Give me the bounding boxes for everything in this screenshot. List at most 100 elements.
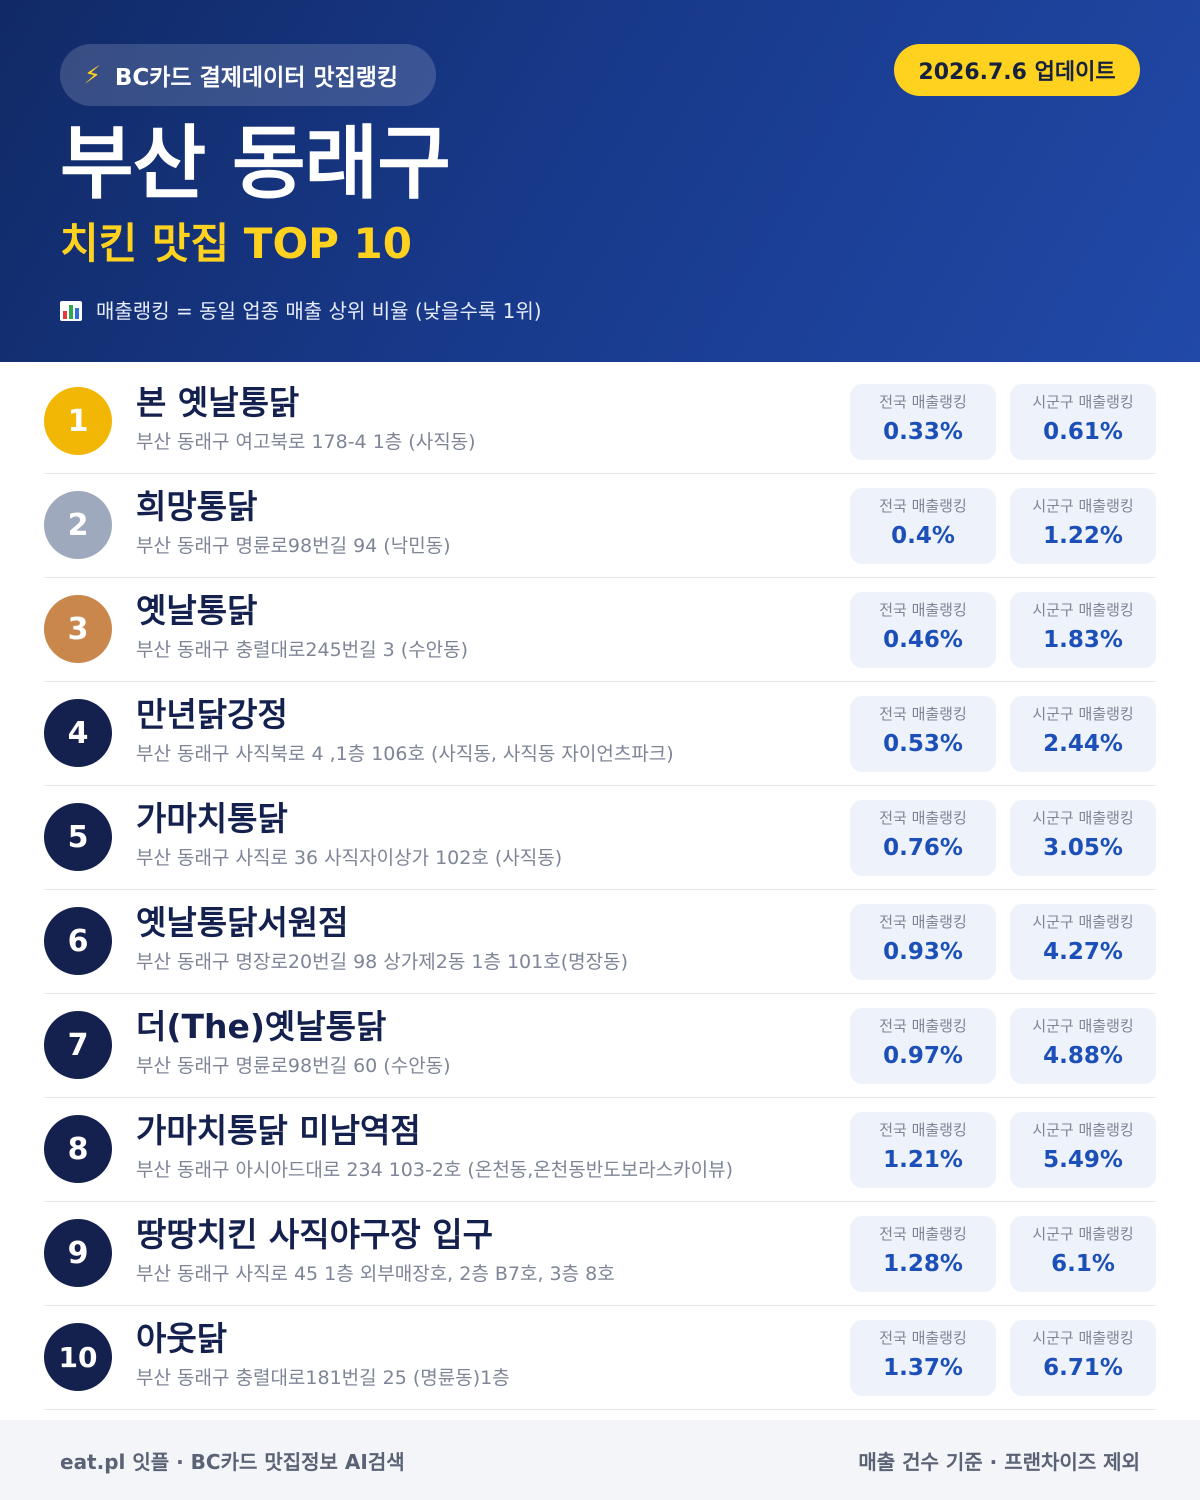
- restaurant-address: 부산 동래구 명륜로98번길 60 (수안동): [136, 1055, 451, 1077]
- restaurant-row[interactable]: 6 옛날통닭서원점 부산 동래구 명장로20번길 98 상가제2동 1층 101호(…: [44, 890, 1156, 994]
- national-ranking-value: 0.4%: [891, 523, 955, 549]
- rank-badge: 2: [44, 491, 112, 559]
- district-ranking-label: 시군구 매출랭킹: [1032, 1329, 1134, 1347]
- restaurant-address: 부산 동래구 충렬대로181번길 25 (명륜동)1층: [136, 1367, 510, 1389]
- restaurant-name[interactable]: 가마치통닭 미남역점: [136, 1111, 421, 1150]
- footer-source: eat.pl 잇플 · BC카드 맛집정보 AI검색: [60, 1449, 405, 1474]
- national-ranking-value: 0.46%: [883, 627, 963, 653]
- district-ranking-label: 시군구 매출랭킹: [1032, 1121, 1134, 1139]
- national-ranking-label: 전국 매출랭킹: [879, 1329, 967, 1347]
- rank-badge: 7: [44, 1011, 112, 1079]
- rank-badge: 1: [44, 387, 112, 455]
- restaurant-name[interactable]: 본 옛날통닭: [136, 383, 300, 422]
- district-ranking-value: 3.05%: [1043, 835, 1123, 861]
- district-ranking-label: 시군구 매출랭킹: [1032, 497, 1134, 515]
- rank-badge: 5: [44, 803, 112, 871]
- restaurant-address: 부산 동래구 충렬대로245번길 3 (수안동): [136, 639, 469, 661]
- national-ranking-card: 전국 매출랭킹 0.97%: [850, 1008, 996, 1084]
- region-title: 부산 동래구: [60, 117, 451, 210]
- national-ranking-value: 1.28%: [883, 1251, 963, 1277]
- restaurant-name[interactable]: 더(The)옛날통닭: [136, 1007, 387, 1046]
- national-ranking-label: 전국 매출랭킹: [879, 393, 967, 411]
- national-ranking-card: 전국 매출랭킹 1.21%: [850, 1112, 996, 1188]
- restaurant-address: 부산 동래구 명륜로98번길 94 (낙민동): [136, 535, 451, 557]
- national-ranking-label: 전국 매출랭킹: [879, 705, 967, 723]
- national-ranking-label: 전국 매출랭킹: [879, 601, 967, 619]
- restaurant-name[interactable]: 가마치통닭: [136, 799, 288, 838]
- restaurant-name[interactable]: 옛날통닭: [136, 591, 258, 630]
- district-ranking-card: 시군구 매출랭킹 6.71%: [1010, 1320, 1156, 1396]
- national-ranking-label: 전국 매출랭킹: [879, 913, 967, 931]
- district-ranking-label: 시군구 매출랭킹: [1032, 1017, 1134, 1035]
- rank-badge: 8: [44, 1115, 112, 1183]
- district-ranking-label: 시군구 매출랭킹: [1032, 1225, 1134, 1243]
- national-ranking-card: 전국 매출랭킹 0.53%: [850, 696, 996, 772]
- national-ranking-card: 전국 매출랭킹 0.33%: [850, 384, 996, 460]
- district-ranking-label: 시군구 매출랭킹: [1032, 601, 1134, 619]
- district-ranking-card: 시군구 매출랭킹 4.27%: [1010, 904, 1156, 980]
- national-ranking-card: 전국 매출랭킹 1.28%: [850, 1216, 996, 1292]
- national-ranking-label: 전국 매출랭킹: [879, 1121, 967, 1139]
- national-ranking-value: 0.53%: [883, 731, 963, 757]
- district-ranking-label: 시군구 매출랭킹: [1032, 393, 1134, 411]
- restaurant-name[interactable]: 희망통닭: [136, 487, 258, 526]
- restaurant-name[interactable]: 만년닭강정: [136, 695, 288, 734]
- district-ranking-card: 시군구 매출랭킹 2.44%: [1010, 696, 1156, 772]
- district-ranking-value: 1.22%: [1043, 523, 1123, 549]
- national-ranking-label: 전국 매출랭킹: [879, 1017, 967, 1035]
- national-ranking-card: 전국 매출랭킹 0.46%: [850, 592, 996, 668]
- national-ranking-value: 0.33%: [883, 419, 963, 445]
- rank-badge: 9: [44, 1219, 112, 1287]
- national-ranking-card: 전국 매출랭킹 0.4%: [850, 488, 996, 564]
- national-ranking-card: 전국 매출랭킹 0.76%: [850, 800, 996, 876]
- national-ranking-value: 1.21%: [883, 1147, 963, 1173]
- update-date-badge: 2026.7.6 업데이트: [894, 44, 1140, 96]
- header-banner: ⚡ BC카드 결제데이터 맛집랭킹 2026.7.6 업데이트 부산 동래구 치…: [0, 0, 1200, 362]
- national-ranking-card: 전국 매출랭킹 1.37%: [850, 1320, 996, 1396]
- source-badge-text: BC카드 결제데이터 맛집랭킹: [114, 65, 399, 91]
- restaurant-name[interactable]: 아웃닭: [136, 1319, 228, 1358]
- restaurant-address: 부산 동래구 사직로 45 1층 외부매장호, 2층 B7호, 3층 8호: [136, 1263, 615, 1285]
- district-ranking-value: 4.88%: [1043, 1043, 1123, 1069]
- national-ranking-label: 전국 매출랭킹: [879, 497, 967, 515]
- footer: eat.pl 잇플 · BC카드 맛집정보 AI검색 매출 건수 기준 · 프랜…: [0, 1420, 1200, 1500]
- restaurant-address: 부산 동래구 사직로 36 사직자이상가 102호 (사직동): [136, 847, 563, 869]
- district-ranking-value: 6.71%: [1043, 1355, 1123, 1381]
- restaurant-address: 부산 동래구 사직북로 4 ,1층 106호 (사직동, 사직동 자이언츠파크): [136, 743, 674, 765]
- restaurant-name[interactable]: 땅땅치킨 사직야구장 입구: [136, 1215, 493, 1254]
- national-ranking-value: 0.76%: [883, 835, 963, 861]
- national-ranking-value: 1.37%: [883, 1355, 963, 1381]
- restaurant-name[interactable]: 옛날통닭서원점: [136, 903, 349, 942]
- bar-chart-icon: [60, 301, 82, 321]
- district-ranking-value: 1.83%: [1043, 627, 1123, 653]
- district-ranking-value: 4.27%: [1043, 939, 1123, 965]
- national-ranking-card: 전국 매출랭킹 0.93%: [850, 904, 996, 980]
- national-ranking-label: 전국 매출랭킹: [879, 809, 967, 827]
- rank-badge: 3: [44, 595, 112, 663]
- district-ranking-value: 5.49%: [1043, 1147, 1123, 1173]
- footer-criteria: 매출 건수 기준 · 프랜차이즈 제외: [858, 1449, 1140, 1474]
- national-ranking-value: 0.93%: [883, 939, 963, 965]
- restaurant-address: 부산 동래구 여고북로 178-4 1층 (사직동): [136, 431, 476, 453]
- district-ranking-card: 시군구 매출랭킹 5.49%: [1010, 1112, 1156, 1188]
- district-ranking-value: 6.1%: [1051, 1251, 1115, 1277]
- district-ranking-card: 시군구 매출랭킹 1.83%: [1010, 592, 1156, 668]
- restaurant-address: 부산 동래구 명장로20번길 98 상가제2동 1층 101호(명장동): [136, 951, 628, 973]
- rank-badge: 10: [44, 1323, 112, 1391]
- source-badge: ⚡ BC카드 결제데이터 맛집랭킹: [60, 44, 436, 106]
- restaurant-address: 부산 동래구 아시아드대로 234 103-2호 (온천동,온천동반도보라스카이…: [136, 1159, 734, 1181]
- district-ranking-card: 시군구 매출랭킹 0.61%: [1010, 384, 1156, 460]
- rank-badge: 4: [44, 699, 112, 767]
- ranking-note: 매출랭킹 = 동일 업종 매출 상위 비율 (낮을수록 1위): [60, 296, 542, 326]
- district-ranking-label: 시군구 매출랭킹: [1032, 913, 1134, 931]
